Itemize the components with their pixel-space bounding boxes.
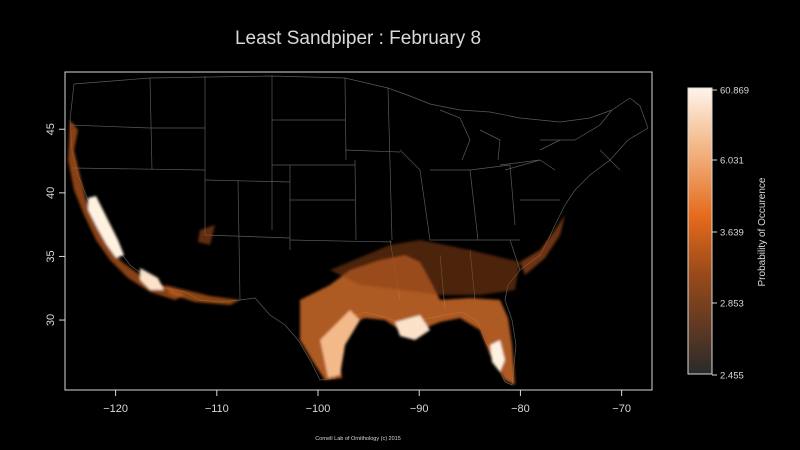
legend-tick-label: 6.031 [720, 156, 744, 167]
y-tick-label: 40 [45, 187, 57, 199]
legend-tick-label: 2.853 [720, 299, 744, 310]
y-axis: 45 40 35 30 [45, 123, 65, 326]
credit-text: Cornell Lab of Ornithology (c) 2015 [315, 436, 401, 442]
legend-tick-label: 3.639 [720, 228, 744, 239]
legend-colorbar [687, 87, 713, 375]
y-tick-label: 45 [45, 123, 57, 135]
x-tick-label: −70 [612, 403, 631, 415]
x-axis: −120 −110 −100 −90 −80 −70 [103, 390, 631, 415]
state-borders [69, 75, 649, 386]
x-tick-label: −120 [103, 403, 128, 415]
legend-label: Probability of Occurence [757, 177, 768, 286]
y-tick-label: 30 [45, 314, 57, 326]
x-tick-label: −90 [410, 403, 429, 415]
occurrence-density [68, 120, 565, 385]
x-tick-label: −110 [205, 403, 229, 415]
x-tick-label: −100 [306, 403, 331, 415]
map-panel: −120 −110 −100 −90 −80 −70 45 40 35 30 [45, 71, 653, 415]
y-tick-label: 35 [45, 250, 57, 262]
map-frame [64, 71, 653, 391]
x-tick-label: −80 [511, 403, 530, 415]
legend: 60.869 6.031 3.639 2.853 2.455 Probability o… [687, 86, 768, 382]
map-title: Least Sandpiper : February 8 [235, 28, 481, 49]
legend-tick-label: 2.455 [720, 371, 744, 382]
legend-tick-label: 60.869 [720, 86, 749, 97]
legend-ticks: 60.869 6.031 3.639 2.853 2.455 [712, 86, 749, 382]
